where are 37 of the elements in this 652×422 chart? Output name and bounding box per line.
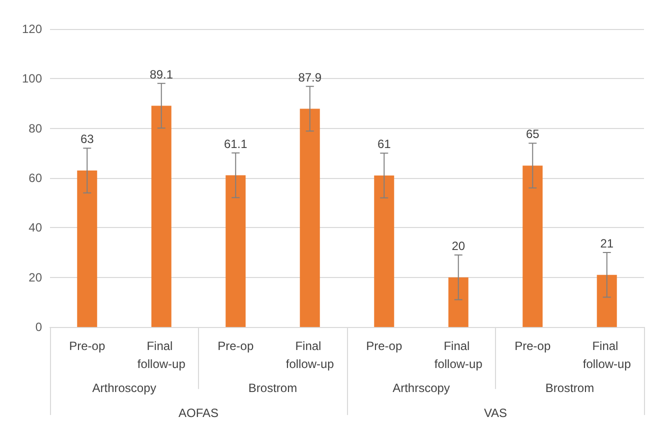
- data-label: 20: [452, 238, 466, 253]
- x-tick-label: Pre-op: [218, 339, 254, 353]
- y-tick-label: 80: [28, 121, 42, 136]
- data-label: 65: [526, 127, 540, 142]
- data-label: 61: [377, 137, 392, 152]
- bar: [226, 175, 246, 327]
- bar: [77, 170, 98, 327]
- bar: [151, 106, 172, 327]
- data-label: 89.1: [150, 67, 174, 82]
- bar: [300, 108, 320, 327]
- bar: [596, 274, 617, 327]
- y-tick-label: 20: [28, 270, 42, 284]
- text: Brostrom: [545, 381, 594, 395]
- text: VAS: [484, 406, 508, 420]
- y-tick-label: 100: [22, 72, 42, 86]
- text: Arthroscopy: [92, 381, 156, 395]
- text: Brostrom: [248, 381, 298, 395]
- y-tick-label: 120: [22, 22, 42, 36]
- x-tick-label: Final follow-up: [434, 339, 483, 371]
- data-label: 87.9: [298, 70, 322, 84]
- x-tick-label: Final follow-up: [137, 339, 186, 371]
- text: Arthrscopy: [392, 381, 450, 395]
- bar: [374, 176, 394, 327]
- x-tick-label: Pre-op: [69, 339, 106, 353]
- data-label: 21: [600, 236, 614, 250]
- y-tick-label: 60: [28, 171, 42, 185]
- data-label: 61.1: [224, 136, 248, 151]
- x-tick-label: Pre-op: [514, 339, 551, 353]
- x-tick-label: Final follow-up: [286, 339, 334, 371]
- text: AOFAS: [178, 406, 219, 420]
- x-tick-label: Final follow-up: [582, 339, 632, 371]
- y-tick-label: 0: [35, 320, 42, 334]
- data-label: 63: [80, 132, 94, 146]
- bar: [448, 277, 468, 327]
- y-tick-label: 40: [28, 220, 42, 235]
- x-tick-label: Pre-op: [366, 339, 402, 353]
- bar: [522, 166, 543, 327]
